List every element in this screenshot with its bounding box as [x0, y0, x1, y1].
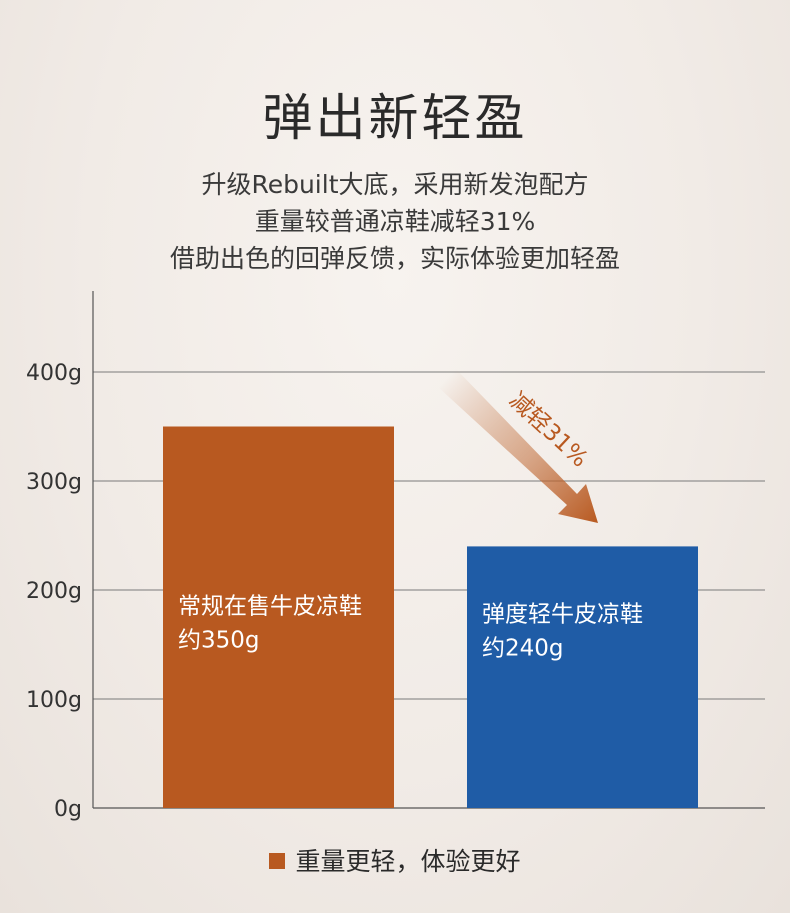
reduction-annotation: 减轻31%	[504, 387, 593, 472]
y-tick-label: 300g	[26, 470, 82, 495]
legend-label: 重量更轻，体验更好	[295, 847, 521, 876]
bar-category-label: 常规在售牛皮凉鞋	[178, 594, 362, 620]
subtitle-line-1: 升级Rebuilt大底，采用新发泡配方	[201, 170, 589, 199]
y-tick-label: 200g	[26, 579, 82, 604]
bar-1	[163, 426, 394, 808]
subtitle-line-2: 重量较普通凉鞋减轻31%	[254, 207, 536, 236]
page-title: 弹出新轻盈	[262, 89, 528, 147]
bar-2	[467, 546, 698, 808]
bar-value-label: 约350g	[178, 628, 260, 654]
reduction-arrow: 减轻31%	[438, 369, 598, 523]
y-tick-label: 100g	[26, 688, 82, 713]
bar-category-label: 弹度轻牛皮凉鞋	[482, 601, 643, 627]
y-tick-label: 400g	[26, 361, 82, 386]
legend-swatch	[269, 853, 286, 869]
bar-value-label: 约240g	[482, 635, 564, 661]
subtitle-line-3: 借助出色的回弹反馈，实际体验更加轻盈	[169, 244, 620, 273]
y-tick-labels: 0g 100g 200g 300g 400g	[26, 361, 82, 822]
reduction-arrow-shape	[438, 369, 598, 523]
y-tick-label: 0g	[54, 797, 82, 822]
bars	[163, 426, 698, 808]
chart-legend: 重量更轻，体验更好	[0, 842, 790, 878]
